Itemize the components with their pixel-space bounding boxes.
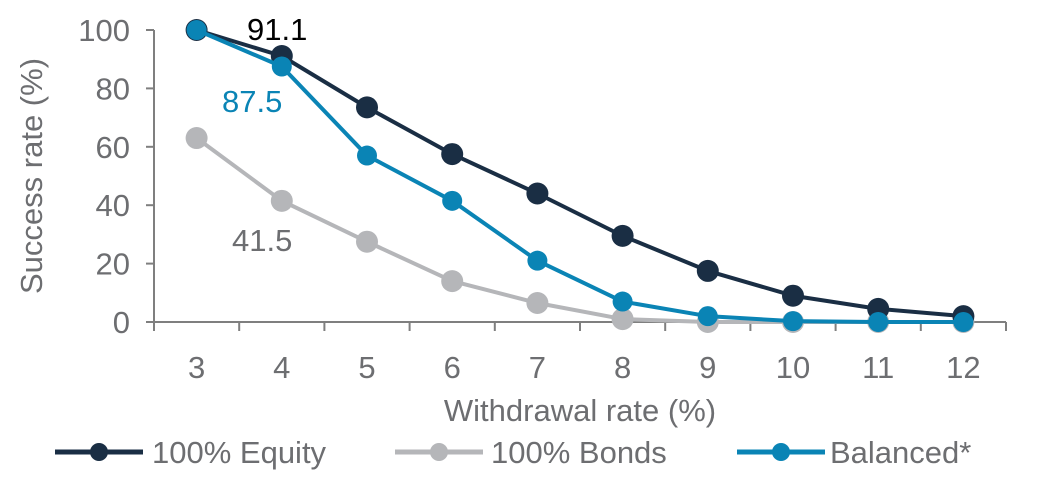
x-tick-label: 8 [614,350,631,385]
data-point-marker [185,127,208,150]
y-tick-label: 40 [96,188,130,223]
y-tick-label: 20 [96,247,130,282]
data-point-marker [782,284,804,307]
y-axis-title: Success rate (%) [14,58,49,294]
data-point-marker [868,312,889,332]
legend-marker-icon [430,443,448,461]
data-point-marker [611,308,634,331]
x-axis-title: Withdrawal rate (%) [444,393,716,428]
legend-item-0: 100% Equity [55,435,327,470]
data-point-marker [697,306,718,327]
legend-marker-icon [90,443,108,461]
data-point-marker [527,250,548,271]
data-point-marker [441,143,464,166]
series-balanced [186,20,974,332]
series-100-equity [185,19,975,328]
x-tick-label: 5 [358,350,375,385]
data-point-marker [526,292,549,315]
legend-label: 100% Bonds [491,435,667,470]
data-label-balanced-4: 87.5 [222,84,282,119]
data-point-marker [271,56,292,77]
data-point-marker [186,20,207,40]
x-tick-label: 12 [946,350,980,385]
data-point-marker [783,311,803,332]
data-point-marker [270,189,293,212]
data-point-marker [441,270,464,293]
data-point-marker [612,291,633,312]
x-tick-label: 4 [273,350,290,385]
data-point-marker [953,312,974,332]
x-tick-label: 7 [529,350,546,385]
series-100-bonds [185,127,975,333]
legend: 100% Equity 100% Bonds Balanced* [55,435,971,470]
x-tick-label: 10 [776,350,810,385]
x-tick-label: 6 [444,350,461,385]
axes: 0 20 40 60 80 100 3 4 5 6 7 8 9 10 11 12 [78,13,1007,385]
legend-label: Balanced* [830,435,971,470]
x-tick-label: 3 [188,350,205,385]
data-point-marker [526,182,549,205]
x-tick-label: 9 [699,350,716,385]
y-tick-label: 60 [96,130,130,165]
x-tick-label: 11 [862,350,894,385]
series-line [195,136,964,324]
y-tick-label: 100 [78,13,130,48]
data-point-marker [611,224,634,247]
series-line [195,28,964,324]
legend-label: 100% Equity [152,435,327,470]
data-point-marker [356,230,378,253]
y-tick-label: 0 [113,305,130,340]
data-point-marker [356,96,378,119]
data-label-equity-4: 91.1 [247,12,307,47]
series-group [185,19,975,333]
data-label-bonds-4: 41.5 [232,223,292,258]
series-line [196,28,964,319]
y-tick-label: 80 [96,71,130,106]
legend-item-2: Balanced* [737,435,971,470]
data-point-marker [442,190,463,211]
data-point-marker [696,259,719,282]
legend-marker-icon [772,443,790,461]
legend-item-1: 100% Bonds [395,435,667,470]
data-point-marker [357,145,377,166]
